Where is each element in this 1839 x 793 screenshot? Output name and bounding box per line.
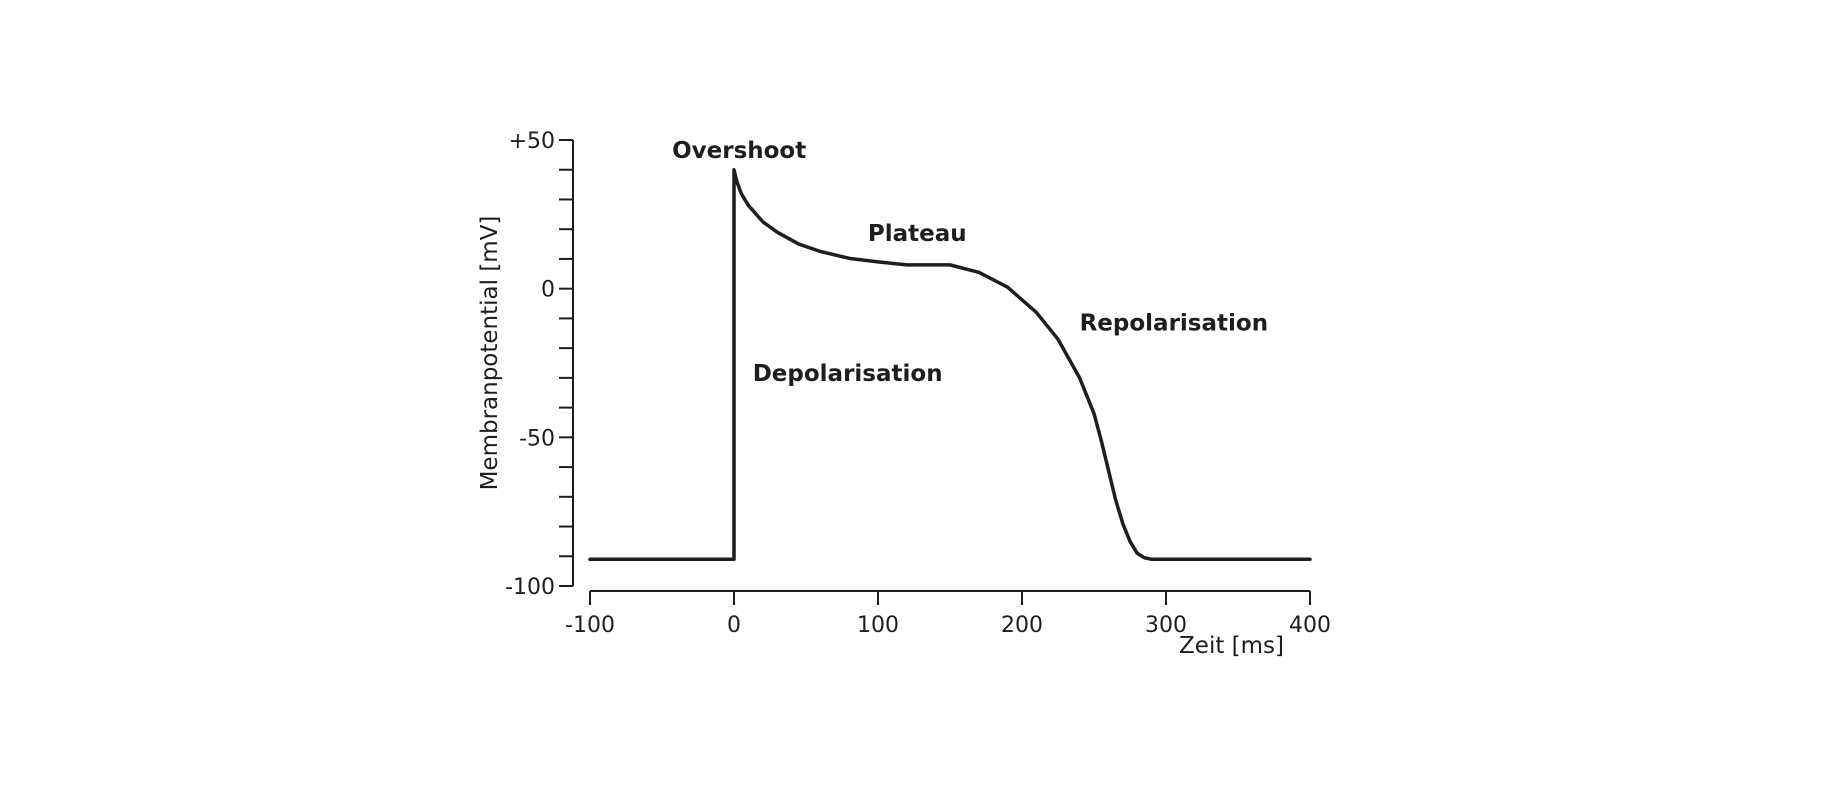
x-tick-label: 400: [1289, 613, 1331, 638]
y-axis-title: Membranpotential [mV]: [477, 216, 503, 491]
series-line: [588, 167, 1312, 561]
annotation-depolarisation: Depolarisation: [753, 361, 943, 387]
axes-group: -100 -50 0 +50 -100 0 100 200 300 400: [505, 129, 1331, 638]
y-tick-label: +50: [509, 129, 555, 154]
plot-area: Overshoot Plateau Depolarisation Repolarisa…: [588, 138, 1312, 561]
x-tick-label: 300: [1145, 613, 1187, 638]
y-tick-label: -100: [505, 575, 555, 600]
x-tick-label: 200: [1001, 613, 1043, 638]
y-tick-label: -50: [519, 426, 555, 451]
annotation-repolarisation: Repolarisation: [1080, 310, 1268, 336]
y-tick-label: 0: [541, 278, 555, 303]
annotation-overshoot: Overshoot: [672, 138, 806, 164]
annotation-plateau: Plateau: [868, 221, 967, 247]
x-tick-label: 0: [727, 613, 741, 638]
x-axis-title: Zeit [ms]: [1179, 633, 1284, 659]
labels-group: Membranpotential [mV] Zeit [ms]: [477, 216, 1284, 659]
x-tick-label: -100: [565, 613, 615, 638]
x-tick-label: 100: [857, 613, 899, 638]
